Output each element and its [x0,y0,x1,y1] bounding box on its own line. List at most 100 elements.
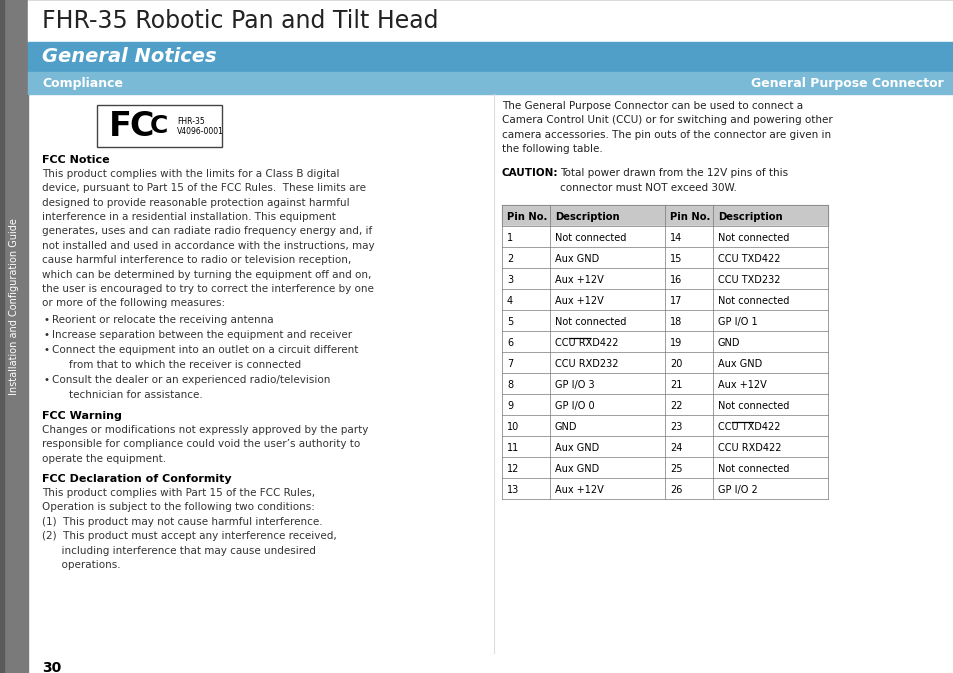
Text: generates, uses and can radiate radio frequency energy and, if: generates, uses and can radiate radio fr… [42,227,372,236]
Bar [501,415,827,436]
Text: Installation and Configuration Guide: Installation and Configuration Guide [9,218,19,395]
Text: Aux GND: Aux GND [555,464,598,474]
Text: 3: 3 [506,275,513,285]
Text: 6: 6 [506,338,513,348]
Text: 14: 14 [669,233,681,243]
Text: 2: 2 [506,254,513,264]
Text: FHR-35 Robotic Pan and Tilt Head: FHR-35 Robotic Pan and Tilt Head [42,9,438,33]
Text: Not connected: Not connected [718,295,788,306]
Text: Operation is subject to the following two conditions:: Operation is subject to the following tw… [42,503,314,513]
Text: CCU TXD422: CCU TXD422 [718,254,780,264]
Text: Aux +12V: Aux +12V [555,275,603,285]
Bar [0,0,28,673]
Text: Pin No.: Pin No. [506,212,547,221]
Text: 18: 18 [669,317,681,327]
Text: GP I/O 0: GP I/O 0 [555,400,594,411]
Text: Pin No.: Pin No. [669,212,710,221]
Text: •: • [44,376,50,385]
Text: This product complies with the limits for a Class B digital: This product complies with the limits fo… [42,169,339,179]
Text: 21: 21 [669,380,681,390]
Text: General Purpose Connector: General Purpose Connector [750,77,943,90]
Text: CCU TXD232: CCU TXD232 [718,275,780,285]
Text: cause harmful interference to radio or television reception,: cause harmful interference to radio or t… [42,255,351,265]
Bar [28,72,953,94]
Text: interference in a residential installation. This equipment: interference in a residential installati… [42,212,335,222]
Text: 1: 1 [506,233,513,243]
Text: 15: 15 [669,254,681,264]
Text: General Notices: General Notices [42,48,216,67]
Text: 30: 30 [42,661,61,673]
Text: 16: 16 [669,275,681,285]
Text: operate the equipment.: operate the equipment. [42,454,166,464]
Text: FHR-35: FHR-35 [177,118,205,127]
Bar [501,205,827,226]
Text: GP I/O 2: GP I/O 2 [718,485,757,495]
Text: including interference that may cause undesired: including interference that may cause un… [42,546,315,556]
Bar [501,289,827,310]
Bar [501,374,827,394]
Text: •: • [44,330,50,340]
Text: Not connected: Not connected [718,400,788,411]
Text: Changes or modifications not expressly approved by the party: Changes or modifications not expressly a… [42,425,368,435]
Text: GND: GND [718,338,740,348]
Bar [501,331,827,352]
Text: Not connected: Not connected [555,233,626,243]
Text: which can be determined by turning the equipment off and on,: which can be determined by turning the e… [42,270,371,279]
Text: FCC Notice: FCC Notice [42,155,110,165]
Bar [0,0,4,673]
Text: Aux +12V: Aux +12V [555,295,603,306]
Text: or more of the following measures:: or more of the following measures: [42,298,225,308]
Text: 8: 8 [506,380,513,390]
Text: 9: 9 [506,400,513,411]
Text: CCU RXD232: CCU RXD232 [555,359,618,369]
Bar [501,226,827,247]
Bar [97,105,222,147]
Text: GP I/O 1: GP I/O 1 [718,317,757,327]
Text: Aux +12V: Aux +12V [718,380,766,390]
Text: GP I/O 3: GP I/O 3 [555,380,594,390]
Text: •: • [44,315,50,325]
Text: 25: 25 [669,464,681,474]
Text: 4: 4 [506,295,513,306]
Text: operations.: operations. [42,560,120,570]
Text: the user is encouraged to try to correct the interference by one: the user is encouraged to try to correct… [42,284,374,294]
Text: not installed and used in accordance with the instructions, may: not installed and used in accordance wit… [42,241,375,251]
Text: (1)  This product may not cause harmful interference.: (1) This product may not cause harmful i… [42,517,322,527]
Text: Aux GND: Aux GND [555,254,598,264]
Text: (2)  This product must accept any interference received,: (2) This product must accept any interfe… [42,531,336,541]
Text: CCU RXD422: CCU RXD422 [555,338,618,348]
Text: FCC Warning: FCC Warning [42,411,122,421]
Text: FCC Declaration of Conformity: FCC Declaration of Conformity [42,474,232,484]
Bar [501,479,827,499]
Text: CCU TXD422: CCU TXD422 [718,422,780,432]
Text: device, pursuant to Part 15 of the FCC Rules.  These limits are: device, pursuant to Part 15 of the FCC R… [42,183,366,193]
Text: V4096-0001: V4096-0001 [177,127,224,137]
Text: Description: Description [555,212,619,221]
Text: Aux +12V: Aux +12V [555,485,603,495]
Bar [501,247,827,269]
Bar [501,269,827,289]
Text: 11: 11 [506,443,518,453]
Text: Compliance: Compliance [42,77,123,90]
Text: connector must NOT exceed 30W.: connector must NOT exceed 30W. [559,183,736,193]
Text: Increase separation between the equipment and receiver: Increase separation between the equipmen… [52,330,352,340]
Text: 24: 24 [669,443,681,453]
Text: This product complies with Part 15 of the FCC Rules,: This product complies with Part 15 of th… [42,488,314,498]
Text: Reorient or relocate the receiving antenna: Reorient or relocate the receiving anten… [52,315,274,325]
Text: Not connected: Not connected [718,233,788,243]
Text: •: • [44,345,50,355]
Bar [28,42,953,72]
Bar [501,310,827,331]
Text: Not connected: Not connected [718,464,788,474]
Text: 20: 20 [669,359,681,369]
Text: from that to which the receiver is connected: from that to which the receiver is conne… [56,360,301,370]
Text: Connect the equipment into an outlet on a circuit different: Connect the equipment into an outlet on … [52,345,358,355]
Text: 26: 26 [669,485,681,495]
Text: Aux GND: Aux GND [718,359,761,369]
Text: 22: 22 [669,400,681,411]
Text: camera accessories. The pin outs of the connector are given in: camera accessories. The pin outs of the … [501,130,830,140]
Text: 23: 23 [669,422,681,432]
Text: C: C [150,114,168,138]
Text: designed to provide reasonable protection against harmful: designed to provide reasonable protectio… [42,198,349,208]
Text: 17: 17 [669,295,681,306]
